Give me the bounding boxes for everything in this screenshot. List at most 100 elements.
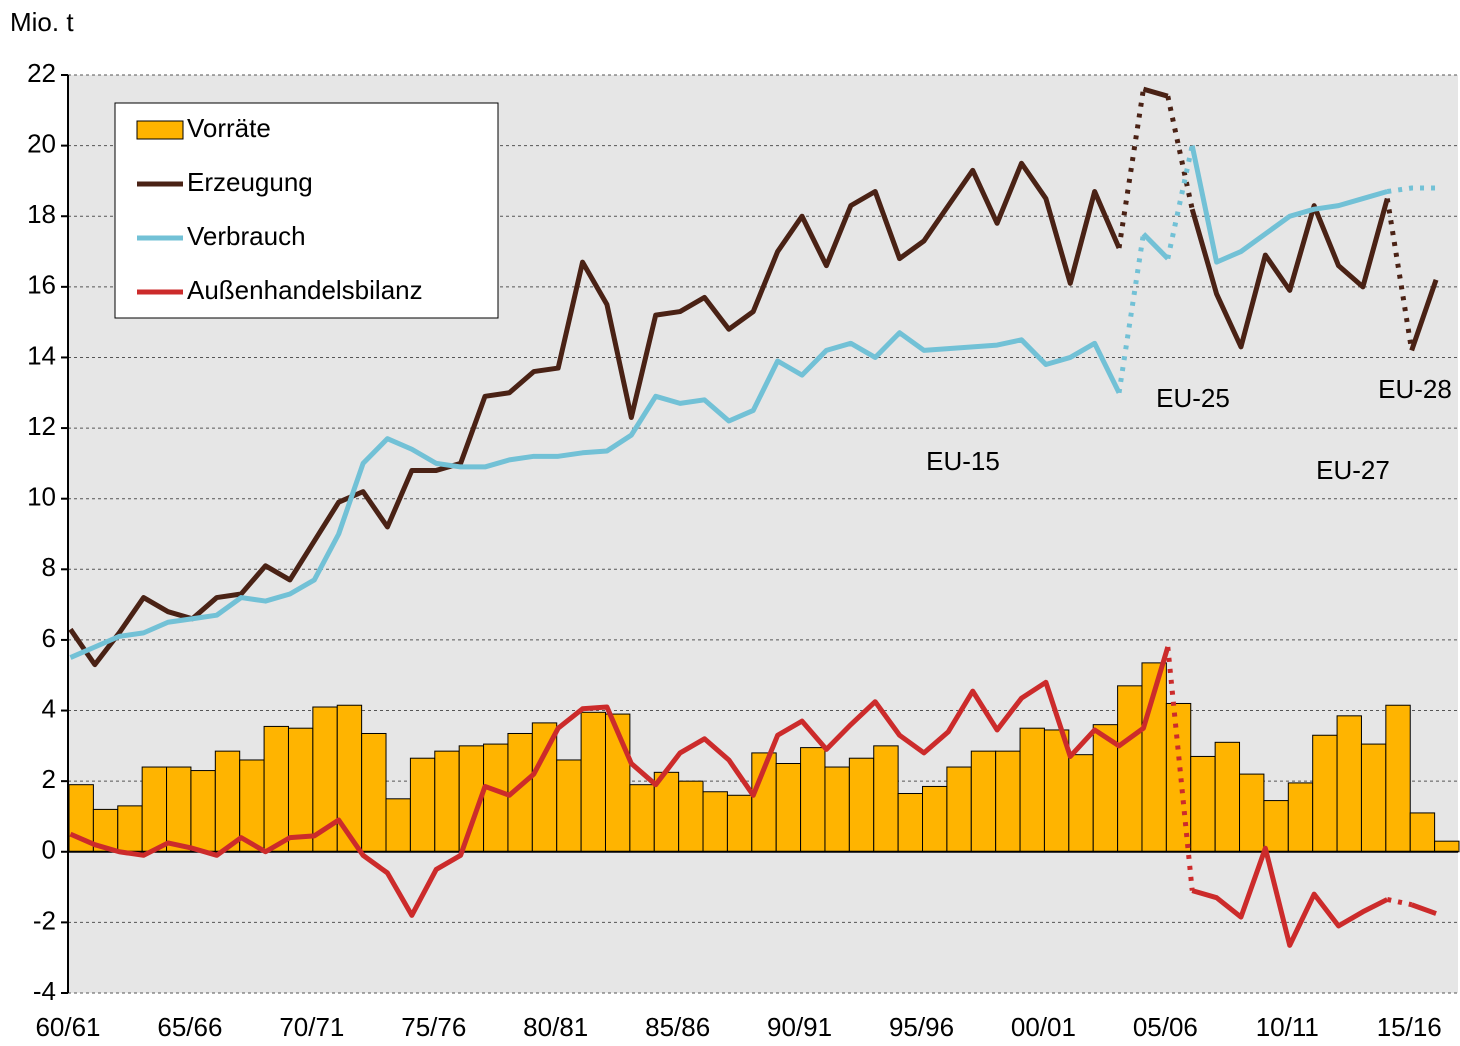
annotation: EU-15 <box>926 446 1000 476</box>
y-tick-label: -4 <box>33 976 56 1006</box>
line-dotted <box>1386 185 1437 194</box>
legend: Vorräte Erzeugung Verbrauch Außenhandelsbil… <box>114 102 499 319</box>
y-tick-label: 14 <box>27 340 56 370</box>
bar <box>629 784 655 853</box>
bar <box>434 750 460 853</box>
x-tick-label: 90/91 <box>767 1012 832 1042</box>
bar <box>1409 812 1436 853</box>
y-tick-label: 6 <box>42 623 56 653</box>
line <box>69 646 1171 918</box>
line-dotted <box>1116 233 1146 394</box>
bar <box>166 766 192 853</box>
annotation: EU-27 <box>1316 455 1390 485</box>
bar <box>848 757 875 853</box>
line-dotted <box>1116 88 1146 249</box>
y-tick-label: 16 <box>27 270 56 300</box>
bar <box>1117 685 1143 853</box>
bar <box>897 793 924 853</box>
bar <box>726 794 753 853</box>
bar <box>1239 773 1265 853</box>
bar <box>1214 741 1241 853</box>
y-tick-label: 18 <box>27 199 56 229</box>
bar <box>800 747 826 853</box>
line-dotted <box>1384 198 1415 351</box>
bar <box>141 766 168 853</box>
bar <box>190 770 216 853</box>
x-tick-label: 15/16 <box>1377 1012 1442 1042</box>
bar <box>1312 734 1338 853</box>
line <box>68 160 1122 668</box>
y-tick-label: 4 <box>42 693 56 723</box>
bar <box>1263 800 1289 853</box>
line <box>69 330 1122 660</box>
legend-swatch <box>136 120 184 140</box>
bar <box>1043 729 1070 853</box>
bar <box>556 759 582 853</box>
line-dotted <box>1165 145 1195 260</box>
line <box>1409 278 1439 352</box>
y-tick-label: 20 <box>27 128 56 158</box>
bar <box>946 766 972 853</box>
bar <box>922 785 948 853</box>
bar <box>1092 724 1119 853</box>
bar <box>702 791 728 853</box>
bar <box>775 763 802 853</box>
bar <box>1336 715 1362 853</box>
line <box>1189 145 1388 265</box>
x-tick-label: 05/06 <box>1133 1012 1198 1042</box>
x-tick-label: 00/01 <box>1011 1012 1076 1042</box>
y-axis-label: Mio. t <box>10 7 74 37</box>
x-tick-label: 70/71 <box>279 1012 344 1042</box>
bar <box>1360 743 1387 853</box>
x-tick-label: 80/81 <box>523 1012 588 1042</box>
line <box>1189 197 1390 350</box>
legend-label: Außenhandelsbilanz <box>187 275 423 305</box>
legend-label: Erzeugung <box>187 167 313 197</box>
bar <box>1019 727 1045 853</box>
bar <box>873 745 899 853</box>
bar <box>1385 704 1411 853</box>
legend-label: Vorräte <box>187 113 271 143</box>
bar <box>117 805 143 853</box>
bar <box>336 704 363 853</box>
y-tick-label: 22 <box>27 58 56 88</box>
bar <box>970 750 997 853</box>
bar <box>1287 782 1314 853</box>
x-tick-label: 95/96 <box>889 1012 954 1042</box>
annotation: EU-25 <box>1156 383 1230 413</box>
bar <box>361 732 387 853</box>
line-dotted <box>1165 646 1195 891</box>
bar <box>580 711 606 853</box>
bar <box>409 757 436 853</box>
x-tick-label: 65/66 <box>157 1012 222 1042</box>
x-tick-label: 85/86 <box>645 1012 710 1042</box>
bar <box>214 750 241 853</box>
x-tick-label: 10/11 <box>1256 1012 1319 1042</box>
bar <box>263 725 289 853</box>
x-tick-label: 75/76 <box>401 1012 466 1042</box>
bar <box>1165 702 1192 853</box>
y-tick-label: 2 <box>42 764 56 794</box>
annotation: EU-28 <box>1378 374 1452 404</box>
legend-label: Verbrauch <box>187 221 306 251</box>
bar <box>483 743 509 853</box>
bar <box>531 722 558 853</box>
bar <box>678 780 704 853</box>
y-tick-label: 10 <box>27 482 56 512</box>
line <box>1142 86 1169 99</box>
bar <box>1068 754 1094 853</box>
bar <box>1434 840 1460 853</box>
y-tick-label: 8 <box>42 552 56 582</box>
line-dotted <box>1165 95 1195 210</box>
x-tick-label: 60/61 <box>35 1012 100 1042</box>
line <box>1410 902 1437 916</box>
y-tick-label: 12 <box>27 411 56 441</box>
y-tick-label: -2 <box>33 905 56 935</box>
y-tick-label: 0 <box>42 835 56 865</box>
bar <box>824 766 850 853</box>
bar <box>995 750 1021 853</box>
line <box>1141 232 1170 261</box>
bar <box>1190 755 1216 853</box>
bar <box>287 727 314 853</box>
